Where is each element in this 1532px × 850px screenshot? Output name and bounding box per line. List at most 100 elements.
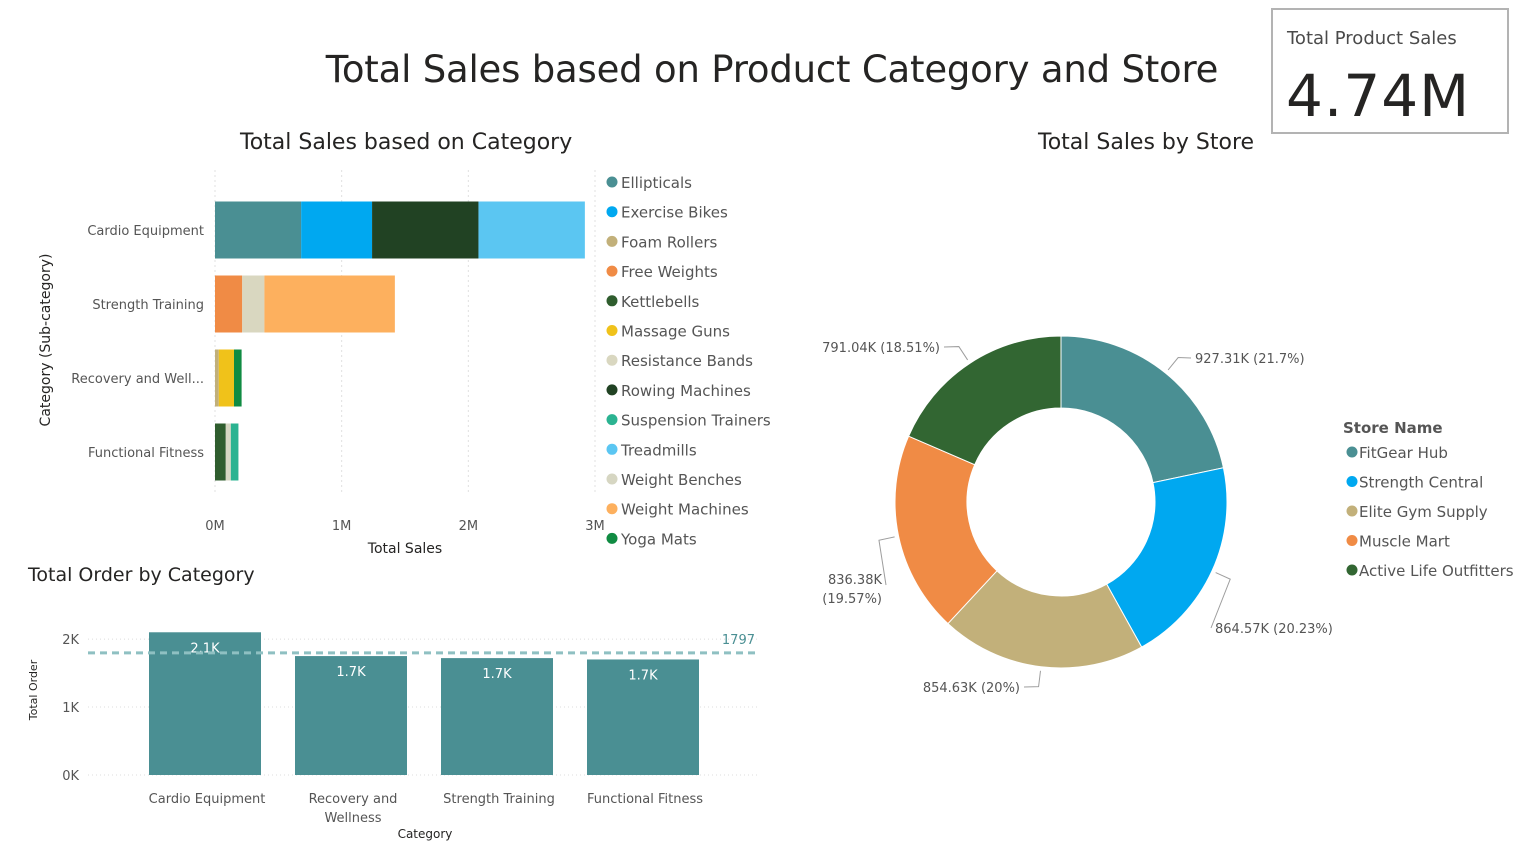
bar-segment-ellipticals[interactable] <box>215 201 302 259</box>
x-axis-title: Total Sales <box>367 541 442 557</box>
x-tick-label: Recovery and <box>309 792 398 807</box>
y-axis-title: Category (Sub-category) <box>38 254 54 427</box>
legend-item-label[interactable]: Yoga Mats <box>620 530 697 548</box>
x-tick-label: Strength Training <box>443 792 555 807</box>
legend-item-label[interactable]: Treadmills <box>620 441 697 459</box>
category-sales-chart[interactable]: 0M 1M 2M 3M Total Sales Category (Sub-categor… <box>0 160 780 560</box>
order-bar[interactable] <box>295 656 407 775</box>
legend-marker <box>1346 505 1358 517</box>
legend-item-label[interactable]: Weight Machines <box>621 501 749 519</box>
x-axis-title: Category <box>398 827 453 841</box>
donut-slice-muscle-mart[interactable] <box>894 435 998 625</box>
y-tick-label: Functional Fitness <box>88 446 204 461</box>
legend-marker <box>606 532 618 544</box>
donut-slice-elite-gym-supply[interactable] <box>947 570 1143 669</box>
bar-data-label: 1.7K <box>628 668 658 683</box>
legend-marker <box>606 354 618 366</box>
label-leader-line <box>878 536 895 586</box>
legend-marker <box>606 325 618 336</box>
bar-segment-massage-guns[interactable] <box>218 349 234 407</box>
label-leader-line <box>1023 670 1041 688</box>
legend-marker <box>1346 535 1358 546</box>
y-tick-label: 1K <box>62 701 79 716</box>
bar-segment-rowing-machines[interactable] <box>372 201 479 259</box>
orders-chart[interactable]: 0K 1K 2K Total Order Category 2.1K Cardio Equi… <box>0 600 780 850</box>
bar-segment-weight-benches[interactable] <box>225 423 231 481</box>
y-tick-label: 0K <box>62 769 79 784</box>
legend-item-label[interactable]: Ellipticals <box>621 174 692 192</box>
slice-data-label: 836.38K <box>828 573 882 588</box>
x-tick-label: Cardio Equipment <box>149 792 266 807</box>
legend-marker <box>1346 564 1358 576</box>
donut-slice-strength-central[interactable] <box>1105 467 1228 648</box>
store-legend-item[interactable]: Muscle Mart <box>1359 533 1450 551</box>
label-leader-line <box>943 346 969 361</box>
kpi-label: Total Product Sales <box>1287 28 1457 49</box>
label-leader-line <box>1210 572 1231 629</box>
x-tick-label: 3M <box>585 519 605 534</box>
category-sales-chart-title: Total Sales based on Category <box>240 130 573 155</box>
donut-slice-fitgear-hub[interactable] <box>1060 335 1225 484</box>
legend-marker <box>606 473 618 485</box>
order-bar[interactable] <box>587 659 699 775</box>
x-tick-label: 2M <box>459 519 479 534</box>
legend-item-label[interactable]: Foam Rollers <box>621 233 717 251</box>
legend-marker <box>606 503 618 515</box>
legend-item-label[interactable]: Weight Benches <box>621 471 742 489</box>
slice-data-label: (19.57%) <box>822 592 882 607</box>
legend-marker <box>1346 446 1358 458</box>
slice-data-label: 791.04K (18.51%) <box>822 341 940 356</box>
legend-marker <box>606 443 618 455</box>
slice-data-label: 864.57K (20.23%) <box>1215 622 1333 637</box>
legend-marker <box>606 235 618 247</box>
x-tick-label: Functional Fitness <box>587 792 703 807</box>
store-legend-item[interactable]: FitGear Hub <box>1359 444 1448 462</box>
legend-item-label[interactable]: Rowing Machines <box>621 382 751 400</box>
legend-marker <box>606 265 618 277</box>
y-axis-title: Total Order <box>27 659 40 721</box>
legend-marker <box>606 384 618 396</box>
legend-item-label[interactable]: Massage Guns <box>621 323 730 341</box>
legend-item-label[interactable]: Suspension Trainers <box>621 412 771 430</box>
slice-data-label: 927.31K (21.7%) <box>1195 352 1305 367</box>
bar-segment-yoga-mats[interactable] <box>234 349 242 407</box>
kpi-card[interactable]: Total Product Sales 4.74M <box>1271 8 1509 134</box>
bar-segment-suspension-trainers[interactable] <box>230 423 239 481</box>
bar-data-label: 2.1K <box>190 641 220 656</box>
kpi-value: 4.74M <box>1286 62 1471 130</box>
store-legend-item[interactable]: Strength Central <box>1359 474 1483 492</box>
orders-chart-title: Total Order by Category <box>28 564 255 586</box>
bar-segment-exercise-bikes[interactable] <box>301 201 373 259</box>
label-leader-line <box>1167 357 1192 371</box>
y-tick-label: Recovery and Well... <box>71 372 204 387</box>
bar-segment-free-weights[interactable] <box>215 275 243 333</box>
donut-slice-active-life-outfitters[interactable] <box>907 335 1062 466</box>
slice-data-label: 854.63K (20%) <box>923 681 1020 696</box>
legend-marker <box>1346 476 1358 487</box>
reference-line-label: 1797 <box>722 633 755 648</box>
store-sales-chart[interactable]: 927.31K (21.7%) 864.57K (20.23%) 854.63K (… <box>790 260 1532 760</box>
store-legend-item[interactable]: Active Life Outfitters <box>1359 562 1514 580</box>
bar-segment-resistance-bands[interactable] <box>242 275 265 333</box>
bar-segment-treadmills[interactable] <box>478 201 585 259</box>
store-legend-item[interactable]: Elite Gym Supply <box>1359 503 1488 521</box>
x-tick-label: 0M <box>205 519 225 534</box>
legend-item-label[interactable]: Exercise Bikes <box>621 204 728 222</box>
legend-marker <box>606 414 618 426</box>
legend-item-label[interactable]: Resistance Bands <box>621 352 753 370</box>
y-tick-label: 2K <box>62 633 79 648</box>
bar-segment-kettlebells[interactable] <box>215 423 226 481</box>
legend-item-label[interactable]: Free Weights <box>621 263 718 281</box>
bar-data-label: 1.7K <box>482 667 512 682</box>
store-legend-title: Store Name <box>1343 419 1443 437</box>
bar-segment-weight-machines[interactable] <box>264 275 395 333</box>
y-tick-label: Cardio Equipment <box>87 224 204 239</box>
bar-segment-foam-rollers[interactable] <box>215 349 219 407</box>
legend-item-label[interactable]: Kettlebells <box>621 293 700 311</box>
legend-marker <box>606 295 618 307</box>
order-bar[interactable] <box>441 658 553 775</box>
page-title: Total Sales based on Product Category an… <box>325 48 1219 91</box>
x-tick-label: Wellness <box>324 811 381 826</box>
order-bar[interactable] <box>149 632 261 775</box>
bar-data-label: 1.7K <box>336 665 366 680</box>
